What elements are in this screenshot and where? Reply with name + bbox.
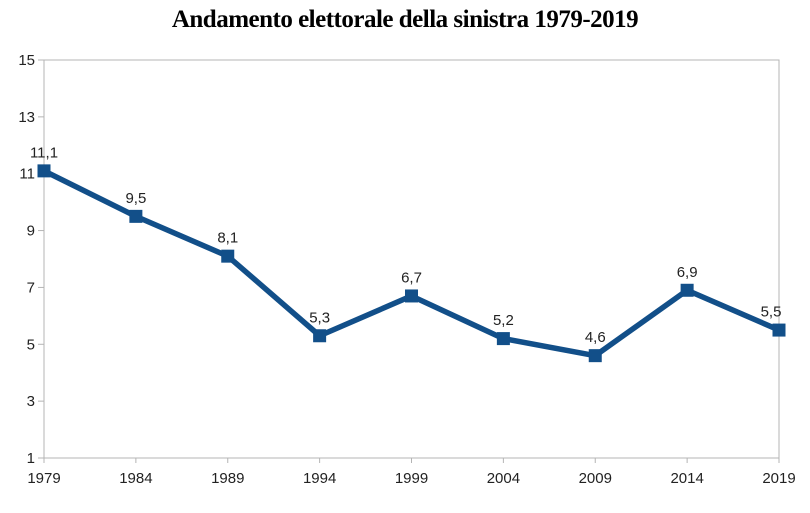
- x-axis-label: 1989: [211, 470, 244, 487]
- data-point-label: 9,5: [125, 190, 146, 207]
- y-axis-label: 11: [19, 166, 35, 183]
- y-axis-label: 7: [27, 279, 35, 296]
- y-axis-label: 9: [27, 223, 35, 240]
- data-point-marker: [405, 289, 418, 303]
- data-point-label: 6,9: [677, 264, 698, 281]
- data-point-marker: [37, 164, 51, 178]
- data-point-label: 4,6: [585, 329, 606, 346]
- x-axis-label: 2004: [487, 470, 520, 487]
- x-axis-label: 1999: [395, 470, 428, 487]
- x-axis-label: 2019: [762, 470, 795, 487]
- data-point-marker: [313, 329, 327, 343]
- data-point-label: 5,2: [493, 312, 514, 329]
- data-point-marker: [496, 332, 510, 346]
- data-point-marker: [588, 349, 602, 363]
- x-axis-label: 2014: [670, 470, 703, 487]
- data-point-label: 11,1: [30, 144, 58, 161]
- data-point-label: 6,7: [401, 269, 422, 286]
- x-axis-label: 1984: [119, 470, 152, 487]
- x-axis-label: 1994: [303, 470, 336, 487]
- x-axis-label: 1979: [27, 470, 60, 487]
- y-axis-label: 13: [18, 109, 35, 126]
- y-axis-label: 3: [27, 393, 35, 410]
- y-axis-label: 5: [27, 336, 35, 353]
- data-point-marker: [772, 323, 786, 337]
- data-point-label: 8,1: [217, 230, 238, 247]
- data-point-label: 5,3: [309, 309, 330, 326]
- y-axis-label: 15: [18, 52, 35, 69]
- data-point-marker: [129, 209, 143, 223]
- chart-title: Andamento elettorale della sinistra 1979…: [171, 6, 639, 33]
- data-point-marker: [680, 283, 694, 297]
- x-axis-label: 2009: [579, 470, 612, 487]
- series-line: [42, 168, 781, 359]
- data-point-marker: [221, 249, 235, 263]
- data-point-label: 5,5: [761, 304, 782, 321]
- y-axis-label: 1: [27, 450, 35, 467]
- plot-border: [43, 59, 780, 459]
